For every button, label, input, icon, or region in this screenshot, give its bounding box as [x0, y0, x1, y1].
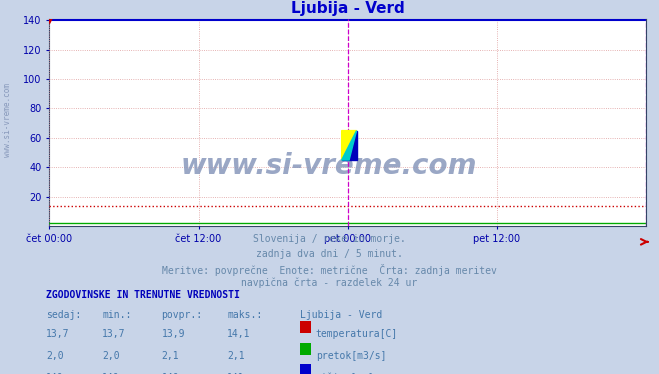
Text: Meritve: povprečne  Enote: metrične  Črta: zadnja meritev: Meritve: povprečne Enote: metrične Črta:… [162, 264, 497, 276]
Bar [341, 131, 357, 160]
Text: maks.:: maks.: [227, 310, 262, 321]
Text: 13,7: 13,7 [102, 329, 126, 339]
Text: www.si-vreme.com: www.si-vreme.com [3, 83, 13, 157]
Text: 2,0: 2,0 [102, 351, 120, 361]
Text: povpr.:: povpr.: [161, 310, 202, 321]
Text: Ljubija - Verd: Ljubija - Verd [300, 310, 382, 321]
Text: 13,7: 13,7 [46, 329, 70, 339]
Text: 140: 140 [102, 373, 120, 374]
Title: Ljubija - Verd: Ljubija - Verd [291, 1, 405, 16]
Text: 141: 141 [227, 373, 245, 374]
Text: www.si-vreme.com: www.si-vreme.com [181, 152, 477, 180]
Text: 2,1: 2,1 [161, 351, 179, 361]
Text: višina[cm]: višina[cm] [316, 373, 374, 374]
Text: 2,1: 2,1 [227, 351, 245, 361]
Text: Slovenija / reke in morje.: Slovenija / reke in morje. [253, 234, 406, 244]
Text: 140: 140 [46, 373, 64, 374]
Polygon shape [341, 131, 357, 160]
Text: zadnja dva dni / 5 minut.: zadnja dva dni / 5 minut. [256, 249, 403, 259]
Text: temperatura[C]: temperatura[C] [316, 329, 398, 339]
Text: ZGODOVINSKE IN TRENUTNE VREDNOSTI: ZGODOVINSKE IN TRENUTNE VREDNOSTI [46, 290, 240, 300]
Text: min.:: min.: [102, 310, 132, 321]
Text: 2,0: 2,0 [46, 351, 64, 361]
Text: sedaj:: sedaj: [46, 310, 81, 321]
Text: 13,9: 13,9 [161, 329, 185, 339]
Polygon shape [341, 131, 357, 160]
Text: pretok[m3/s]: pretok[m3/s] [316, 351, 386, 361]
Text: 140: 140 [161, 373, 179, 374]
Text: 14,1: 14,1 [227, 329, 251, 339]
Text: navpična črta - razdelek 24 ur: navpična črta - razdelek 24 ur [241, 278, 418, 288]
